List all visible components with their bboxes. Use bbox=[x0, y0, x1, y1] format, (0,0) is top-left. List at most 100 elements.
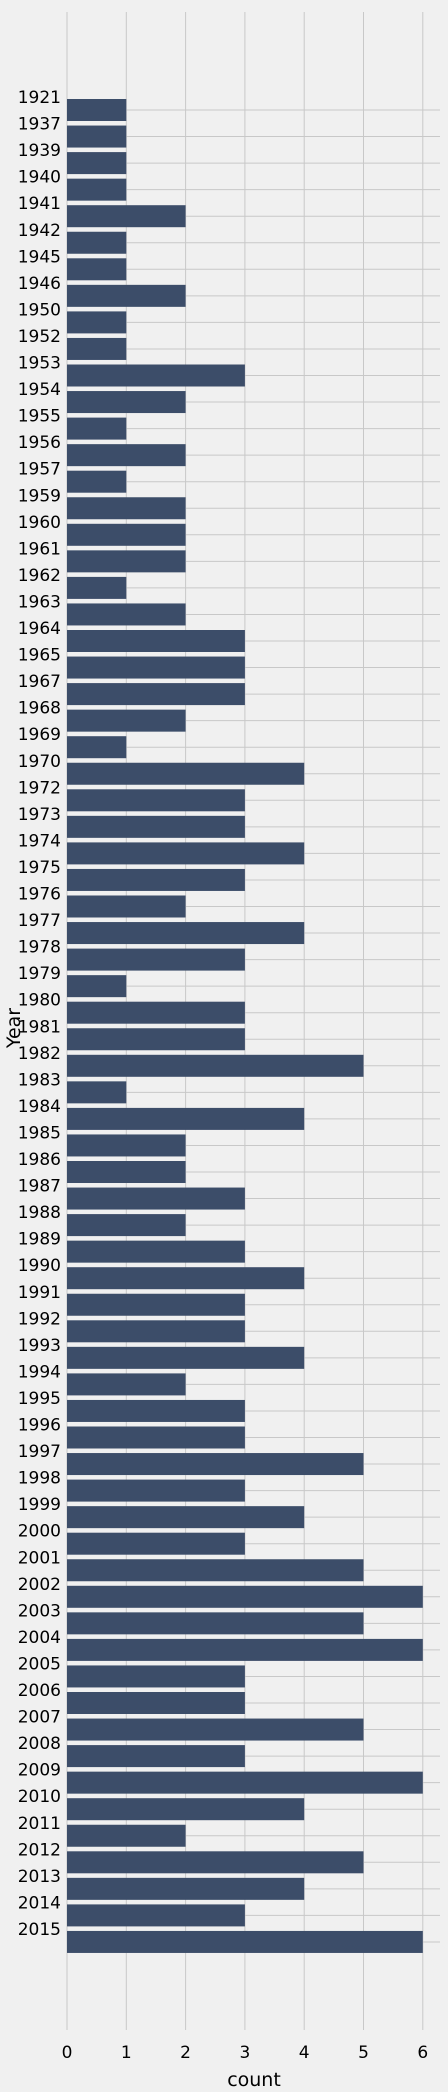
y-tick-label: 1994 bbox=[18, 1362, 61, 1382]
bar-1996 bbox=[67, 1426, 245, 1449]
bar-1952 bbox=[67, 337, 127, 360]
bar-1965 bbox=[67, 656, 245, 679]
y-tick-label: 1982 bbox=[18, 1044, 61, 1064]
bar-1985 bbox=[67, 1134, 186, 1157]
y-tick-label: 1968 bbox=[18, 699, 61, 719]
y-tick-label: 2000 bbox=[18, 1522, 61, 1542]
y-tick-label: 1997 bbox=[18, 1442, 61, 1462]
bar-2003 bbox=[67, 1612, 364, 1635]
y-tick-label: 1959 bbox=[18, 486, 61, 506]
y-tick-label: 2003 bbox=[18, 1601, 61, 1621]
y-tick-label: 1985 bbox=[18, 1123, 61, 1143]
bar-1993 bbox=[67, 1346, 305, 1369]
bar-2005 bbox=[67, 1665, 245, 1688]
bar-1962 bbox=[67, 576, 127, 599]
y-tick-label: 2010 bbox=[18, 1787, 61, 1807]
bar-1977 bbox=[67, 922, 305, 945]
y-tick-label: 1978 bbox=[18, 938, 61, 958]
bar-2008 bbox=[67, 1745, 245, 1768]
bar-1963 bbox=[67, 603, 186, 626]
bar-1968 bbox=[67, 709, 186, 732]
y-tick-label: 1945 bbox=[18, 247, 61, 267]
y-tick-label: 1979 bbox=[18, 964, 61, 984]
y-tick-label: 1942 bbox=[18, 221, 61, 241]
bar-1937 bbox=[67, 125, 127, 148]
bars bbox=[67, 99, 423, 1953]
y-tick-label: 1962 bbox=[18, 566, 61, 586]
y-tick-label: 2015 bbox=[18, 1920, 61, 1940]
y-tick-label: 1987 bbox=[18, 1177, 61, 1197]
y-tick-label: 1999 bbox=[18, 1495, 61, 1515]
x-tick-label: 5 bbox=[358, 2043, 369, 2063]
y-tick-label: 1969 bbox=[18, 725, 61, 745]
bar-1992 bbox=[67, 1320, 245, 1343]
bar-1921 bbox=[67, 99, 127, 121]
y-tick-label: 1973 bbox=[18, 805, 61, 825]
bar-1979 bbox=[67, 975, 127, 998]
y-tick-label: 1977 bbox=[18, 911, 61, 931]
bar-1946 bbox=[67, 284, 186, 307]
y-tick-label: 1988 bbox=[18, 1203, 61, 1223]
bar-1954 bbox=[67, 391, 186, 414]
y-tick-label: 1991 bbox=[18, 1283, 61, 1303]
y-tick-label: 1980 bbox=[18, 991, 61, 1011]
bar-1972 bbox=[67, 789, 245, 812]
y-tick-label: 2007 bbox=[18, 1708, 61, 1728]
y-tick-label: 1965 bbox=[18, 646, 61, 666]
y-tick-label: 1992 bbox=[18, 1309, 61, 1329]
bar-1980 bbox=[67, 1001, 245, 1024]
y-tick-label: 1964 bbox=[18, 619, 61, 639]
y-tick-label: 1975 bbox=[18, 858, 61, 878]
y-tick-label: 1957 bbox=[18, 460, 61, 480]
x-tick-label: 4 bbox=[299, 2043, 310, 2063]
bar-1969 bbox=[67, 736, 127, 759]
y-tick-label: 2012 bbox=[18, 1840, 61, 1860]
y-tick-label: 1974 bbox=[18, 831, 61, 851]
bar-1978 bbox=[67, 948, 245, 971]
bar-2004 bbox=[67, 1638, 423, 1661]
y-tick-label: 2013 bbox=[18, 1867, 61, 1887]
y-tick-label: 1953 bbox=[18, 354, 61, 374]
y-tick-label: 1967 bbox=[18, 672, 61, 692]
bar-1998 bbox=[67, 1479, 245, 1502]
y-tick-label: 1961 bbox=[18, 539, 61, 559]
x-tick-label: 3 bbox=[239, 2043, 250, 2063]
x-tick-label: 2 bbox=[180, 2043, 191, 2063]
y-tick-label: 1940 bbox=[18, 168, 61, 188]
x-tick-label: 0 bbox=[62, 2043, 73, 2063]
bar-1960 bbox=[67, 523, 186, 546]
bar-1989 bbox=[67, 1240, 245, 1263]
bar-1955 bbox=[67, 417, 127, 440]
y-tick-label: 2004 bbox=[18, 1628, 61, 1648]
y-tick-label: 1972 bbox=[18, 778, 61, 798]
y-tick-label: 1921 bbox=[18, 88, 61, 108]
bar-1975 bbox=[67, 868, 245, 891]
y-tick-label: 1952 bbox=[18, 327, 61, 347]
x-tick-label: 1 bbox=[121, 2043, 132, 2063]
bar-1945 bbox=[67, 258, 127, 281]
bar-1959 bbox=[67, 497, 186, 520]
y-tick-label: 1976 bbox=[18, 885, 61, 905]
bar-1981 bbox=[67, 1028, 245, 1051]
bar-1970 bbox=[67, 762, 305, 785]
bar-2013 bbox=[67, 1877, 305, 1900]
y-tick-label: 1981 bbox=[18, 1017, 61, 1037]
x-axis-title: count bbox=[227, 2069, 281, 2091]
y-tick-label: 1983 bbox=[18, 1070, 61, 1090]
y-tick-label: 2001 bbox=[18, 1548, 61, 1568]
bar-1991 bbox=[67, 1293, 245, 1316]
bar-1999 bbox=[67, 1506, 305, 1529]
y-tick-label: 1993 bbox=[18, 1336, 61, 1356]
y-tick-label: 2006 bbox=[18, 1681, 61, 1701]
y-tick-labels: 1921 1937 1939 1940 1941 1942 1945 1946 1950 1952… bbox=[18, 88, 61, 1940]
bar-1973 bbox=[67, 815, 245, 838]
y-tick-label: 1955 bbox=[18, 407, 61, 427]
y-axis-title: Year bbox=[3, 1008, 25, 1049]
bar-2002 bbox=[67, 1585, 423, 1608]
y-tick-label: 1954 bbox=[18, 380, 61, 400]
y-tick-label: 2005 bbox=[18, 1654, 61, 1674]
y-tick-label: 1960 bbox=[18, 513, 61, 533]
bar-1984 bbox=[67, 1107, 305, 1130]
bar-1961 bbox=[67, 550, 186, 573]
